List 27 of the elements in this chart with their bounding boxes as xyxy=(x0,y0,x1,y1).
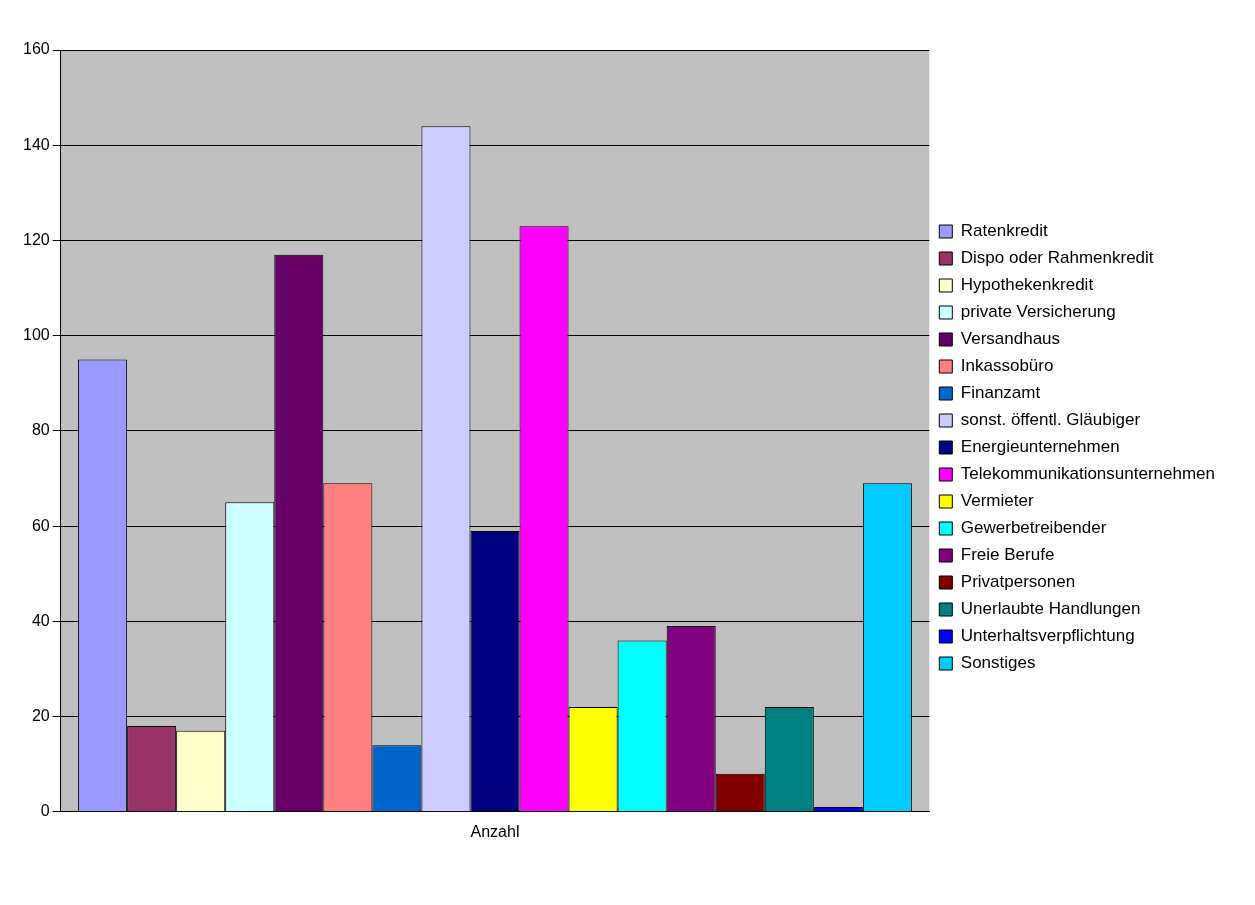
legend-label: Dispo oder Rahmenkredit xyxy=(960,248,1154,268)
legend-label: Sonstiges xyxy=(960,653,1036,673)
y-tick-label: 80 xyxy=(31,421,50,439)
legend-label: Gewerbetreibender xyxy=(960,518,1107,538)
legend-label: Finanzamt xyxy=(960,383,1041,403)
y-tick-label: 20 xyxy=(31,706,50,724)
legend-label: Hypothekenkredit xyxy=(960,275,1094,295)
y-tick-label: 40 xyxy=(31,611,50,629)
y-tick-label: 140 xyxy=(22,135,50,153)
legend-label: Unerlaubte Handlungen xyxy=(960,599,1141,619)
y-tick-label: 120 xyxy=(22,230,50,248)
y-tick-label: 160 xyxy=(22,40,50,58)
legend-label: Unterhaltsverpflichtung xyxy=(960,626,1135,646)
legend-label: Versandhaus xyxy=(960,329,1061,349)
y-tick-label: 0 xyxy=(40,802,50,820)
x-tick-label: Anzahl xyxy=(470,822,520,840)
legend-label: sonst. öffentl. Gläubiger xyxy=(960,410,1141,430)
legend-label: Inkassobüro xyxy=(960,356,1054,376)
legend-label: Vermieter xyxy=(960,491,1034,511)
legend-label: Energieunternehmen xyxy=(960,437,1120,457)
legend-label: private Versicherung xyxy=(960,302,1116,322)
y-tick-label: 60 xyxy=(31,516,50,534)
legend-label: Privatpersonen xyxy=(960,572,1076,592)
legend-label: Telekommunikationsunternehmen xyxy=(960,464,1216,484)
y-tick-label: 100 xyxy=(22,326,50,344)
legend-label: Freie Berufe xyxy=(960,545,1055,565)
legend-label: Ratenkredit xyxy=(960,221,1049,241)
